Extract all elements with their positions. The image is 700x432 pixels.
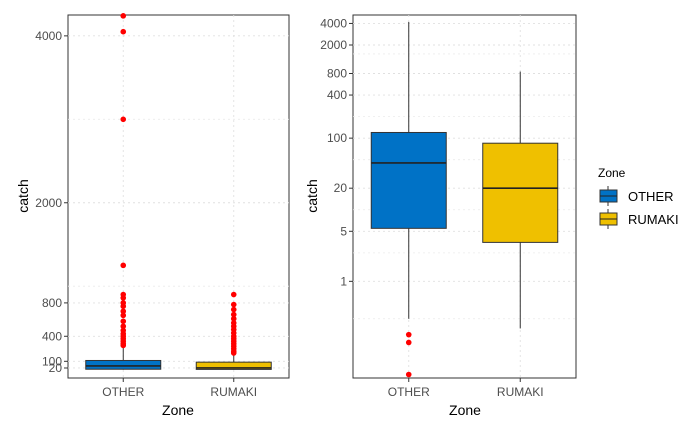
- outlier-point: [405, 331, 412, 338]
- panel-right-y-ticks: 1 5 20 100 400 800 2000 4000: [320, 16, 353, 288]
- panel-left-marks: [85, 13, 272, 370]
- legend-label: RUMAKI: [628, 212, 679, 227]
- box-iqr: [85, 359, 162, 370]
- outlier-point: [120, 308, 127, 315]
- y-tick-label: 800: [327, 66, 347, 80]
- y-tick-label: 5: [340, 224, 347, 238]
- legend-label: OTHER: [628, 189, 674, 204]
- panel-left-x-title: Zone: [162, 402, 194, 418]
- outlier-point: [405, 339, 412, 346]
- box-rumaki: [482, 71, 559, 329]
- legend-items: OTHER RUMAKI: [599, 186, 679, 229]
- x-tick-label: OTHER: [388, 385, 430, 399]
- outlier-point: [230, 350, 237, 356]
- outlier-point: [120, 13, 127, 19]
- x-tick-label: RUMAKI: [497, 385, 544, 399]
- legend-item-other: OTHER: [599, 186, 674, 206]
- panel-left-border: [67, 14, 290, 379]
- y-tick-label: 20: [49, 361, 63, 375]
- x-tick-label: OTHER: [102, 385, 144, 399]
- panel-right-marks: [370, 21, 559, 378]
- outlier-point: [230, 306, 237, 313]
- panel-left-y-title: catch: [15, 179, 31, 212]
- outlier-point: [230, 291, 237, 298]
- outlier-point: [120, 262, 127, 269]
- y-tick-label: 2000: [320, 38, 347, 52]
- y-tick-label: 400: [327, 88, 347, 102]
- legend-item-rumaki: RUMAKI: [599, 209, 679, 229]
- box-iqr: [482, 142, 559, 243]
- outlier-point: [120, 303, 127, 310]
- outlier-point: [120, 342, 127, 349]
- legend: Zone OTHER RUMAKI: [598, 166, 679, 229]
- outlier-point: [230, 311, 237, 318]
- y-tick-label: 1: [340, 274, 347, 288]
- box-iqr: [195, 361, 272, 370]
- box-iqr: [370, 131, 447, 229]
- y-tick-label: 100: [327, 131, 347, 145]
- box-rumaki: [195, 291, 272, 370]
- box-other: [370, 21, 447, 378]
- outlier-point: [405, 371, 412, 378]
- box-other: [85, 13, 162, 370]
- y-tick-label: 800: [42, 296, 62, 310]
- outlier-point: [120, 318, 127, 325]
- x-tick-label: RUMAKI: [210, 385, 257, 399]
- y-tick-label: 400: [42, 329, 62, 343]
- y-tick-label: 4000: [320, 16, 347, 30]
- panel-right-y-title: catch: [304, 179, 320, 212]
- outlier-point: [120, 28, 127, 35]
- outlier-point: [120, 312, 127, 319]
- y-tick-label: 100: [42, 354, 62, 368]
- outlier-point: [120, 295, 127, 301]
- outlier-point: [230, 315, 237, 322]
- outlier-point: [230, 301, 237, 308]
- panel-right-log: 1 5 20 100 400 800 2000 4000 OTHER RUMAKI Zone c…: [304, 14, 577, 418]
- y-tick-label: 4000: [35, 29, 62, 43]
- panel-right-x-ticks: OTHER RUMAKI: [388, 378, 544, 399]
- outlier-point: [120, 323, 127, 330]
- panel-right-x-title: Zone: [449, 402, 481, 418]
- panel-left-x-ticks: OTHER RUMAKI: [102, 378, 257, 399]
- y-tick-label: 2000: [35, 196, 62, 210]
- legend-title: Zone: [598, 166, 626, 180]
- y-tick-label: 20: [334, 181, 348, 195]
- outlier-point: [120, 116, 127, 123]
